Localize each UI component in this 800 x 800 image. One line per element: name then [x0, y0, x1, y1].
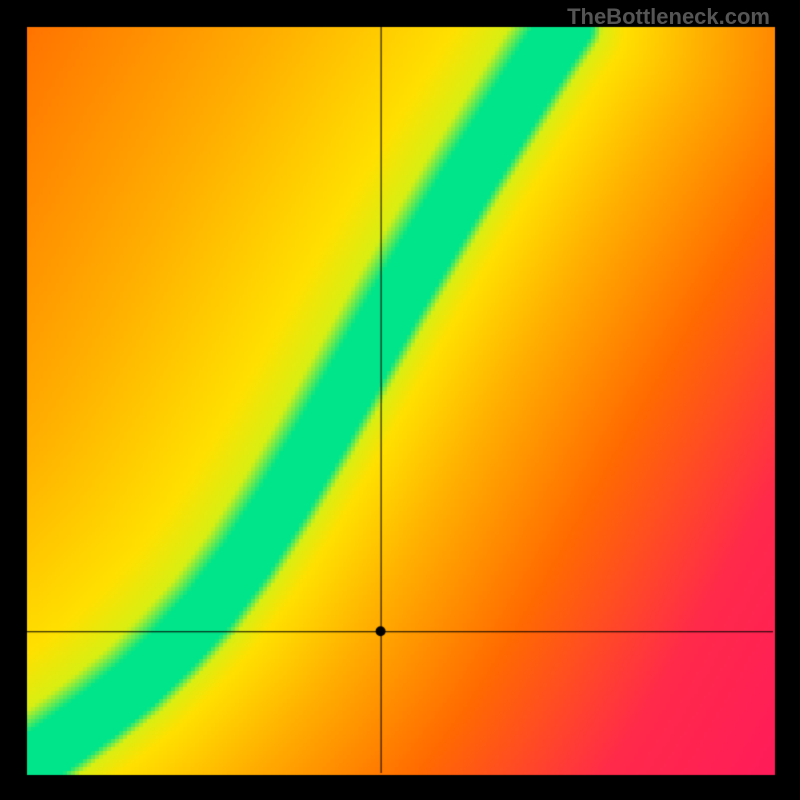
heatmap-canvas: [0, 0, 800, 800]
watermark-text: TheBottleneck.com: [567, 4, 770, 30]
chart-container: TheBottleneck.com: [0, 0, 800, 800]
